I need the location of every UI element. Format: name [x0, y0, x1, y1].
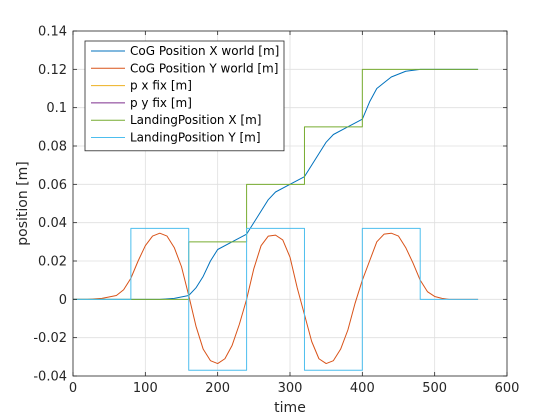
x-tick-label: 400 — [350, 381, 375, 396]
ticks: 0 100 200 300 400 500 600 -0.04 -0.02 0 0.02 0.04 0.… — [33, 25, 519, 397]
x-axis-label: time — [274, 400, 306, 416]
legend-entry: LandingPosition X [m] — [130, 113, 261, 127]
legend-entry: LandingPosition Y [m] — [130, 131, 261, 145]
series-line-2 — [73, 232, 479, 365]
y-tick-label: 0.04 — [38, 216, 67, 231]
x-tick-label: 100 — [133, 381, 158, 396]
series-line-6 — [73, 227, 479, 371]
x-tick-label: 500 — [422, 381, 447, 396]
series-group — [73, 68, 479, 371]
y-tick-label: 0.1 — [46, 101, 67, 116]
y-tick-label: 0.14 — [38, 25, 67, 40]
legend-entry: CoG Position X world [m] — [130, 44, 279, 58]
y-tick-label: 0 — [59, 293, 67, 308]
y-axis-label: position [m] — [15, 161, 31, 245]
y-tick-label: 0.02 — [38, 255, 67, 270]
legend-entry: p x fix [m] — [130, 79, 192, 93]
legend-box — [84, 40, 285, 152]
series-line-1 — [73, 68, 479, 300]
y-tick-label: -0.04 — [33, 370, 67, 385]
legend: CoG Position X world [m] CoG Position Y w… — [84, 40, 285, 152]
x-tick-label: 0 — [69, 381, 77, 396]
x-tick-label: 600 — [495, 381, 520, 396]
legend-entry: CoG Position Y world [m] — [130, 61, 278, 75]
x-tick-label: 300 — [278, 381, 303, 396]
y-tick-label: 0.06 — [38, 178, 67, 193]
y-tick-label: -0.02 — [33, 331, 67, 346]
x-tick-label: 200 — [205, 381, 230, 396]
legend-entry: p y fix [m] — [130, 96, 192, 110]
y-tick-label: 0.12 — [38, 63, 67, 78]
y-tick-label: 0.08 — [38, 140, 67, 155]
